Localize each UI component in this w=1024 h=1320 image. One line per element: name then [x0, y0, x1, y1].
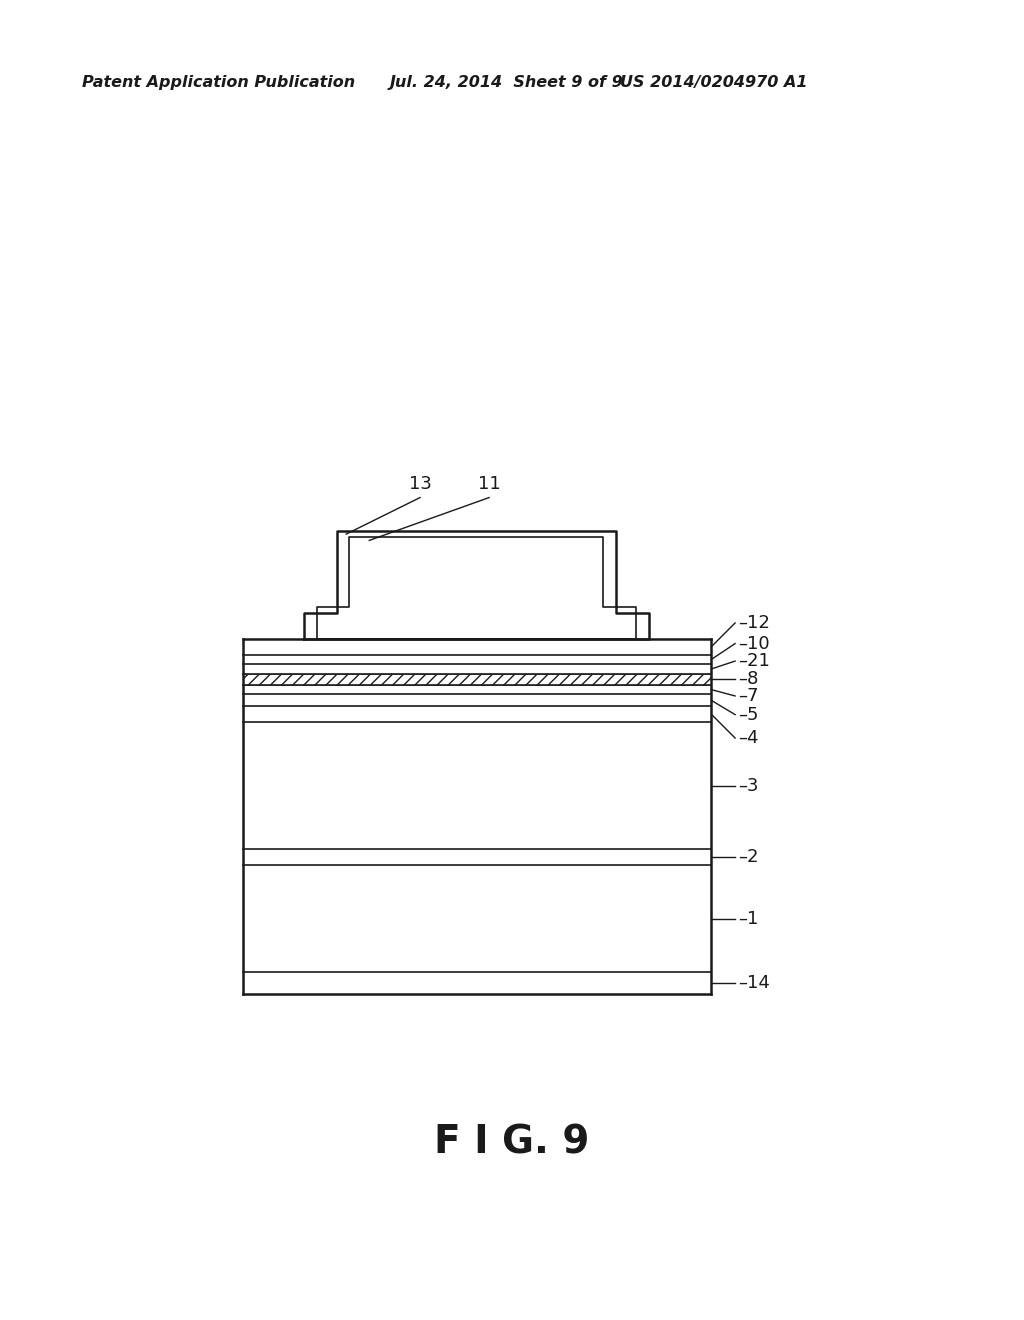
Text: –4: –4: [738, 729, 759, 747]
Text: –2: –2: [738, 847, 759, 866]
Text: –14: –14: [738, 974, 770, 991]
Text: –21: –21: [738, 652, 770, 671]
Text: Patent Application Publication: Patent Application Publication: [82, 75, 355, 90]
Text: 13: 13: [409, 475, 431, 492]
Text: 11: 11: [478, 475, 501, 492]
Text: –1: –1: [738, 909, 759, 928]
Text: –3: –3: [738, 776, 759, 795]
Text: –5: –5: [738, 706, 759, 723]
Polygon shape: [243, 673, 712, 685]
Text: –10: –10: [738, 635, 770, 652]
Text: US 2014/0204970 A1: US 2014/0204970 A1: [620, 75, 808, 90]
Text: –12: –12: [738, 614, 770, 632]
Text: –8: –8: [738, 671, 759, 688]
Text: –7: –7: [738, 686, 759, 705]
Text: F I G. 9: F I G. 9: [434, 1123, 590, 1162]
Text: Jul. 24, 2014  Sheet 9 of 9: Jul. 24, 2014 Sheet 9 of 9: [390, 75, 624, 90]
